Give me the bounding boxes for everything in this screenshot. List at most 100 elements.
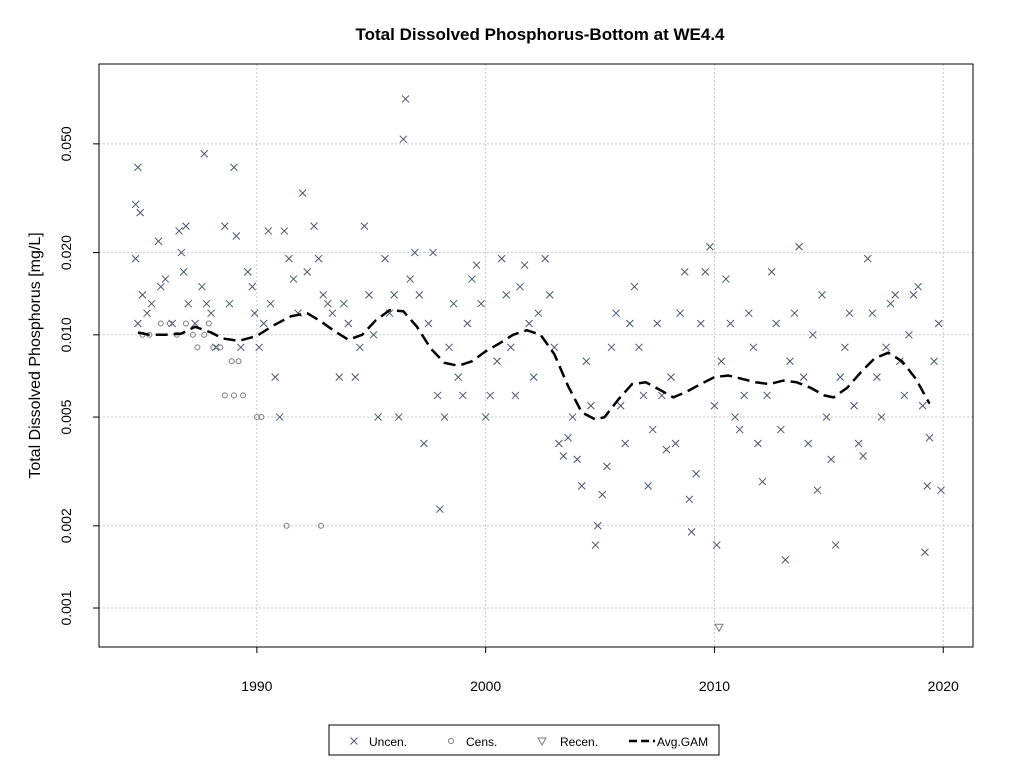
- uncen-point: [175, 227, 183, 235]
- cens-point: [317, 522, 324, 529]
- uncen-point: [776, 425, 785, 434]
- uncen-point: [925, 433, 934, 442]
- uncen-point: [177, 248, 186, 257]
- uncen-point: [399, 135, 408, 144]
- uncen-point: [138, 291, 147, 299]
- uncen-point: [202, 299, 211, 308]
- uncen-point: [854, 439, 863, 448]
- uncen-point: [255, 343, 264, 352]
- cens-point: [182, 320, 189, 327]
- uncen-point: [644, 482, 652, 490]
- uncen-point: [905, 330, 913, 339]
- uncen-point: [914, 282, 922, 291]
- uncen-point: [692, 469, 701, 478]
- legend-label: Recen.: [560, 735, 598, 749]
- uncen-point: [541, 254, 550, 263]
- uncen-point: [365, 291, 373, 299]
- uncen-point: [754, 439, 762, 448]
- x-tick-label: 2010: [699, 678, 730, 694]
- uncen-point: [735, 425, 744, 434]
- uncen-point: [406, 275, 415, 283]
- y-axis-label: Total Dissolved Phosphorus [mg/L]: [27, 232, 44, 478]
- uncen-point: [424, 319, 433, 328]
- uncen-point: [429, 248, 437, 257]
- uncen-point: [458, 391, 467, 400]
- uncen-point: [841, 343, 849, 352]
- cens-point: [235, 358, 242, 365]
- uncen-point: [143, 309, 151, 318]
- uncen-point: [207, 309, 215, 318]
- uncen-point: [859, 452, 868, 460]
- data-points: [131, 95, 945, 633]
- uncen-point: [555, 439, 563, 448]
- uncen-point: [934, 319, 943, 328]
- uncen-point: [676, 309, 684, 318]
- uncen-point: [818, 291, 826, 299]
- uncen-point: [339, 299, 348, 308]
- uncen-point: [616, 401, 625, 410]
- uncen-point: [516, 282, 524, 291]
- uncen-point: [921, 548, 929, 557]
- uncen-point: [831, 541, 840, 549]
- uncen-point: [850, 401, 858, 410]
- uncen-point: [612, 309, 620, 318]
- grid-lines: [99, 64, 973, 647]
- uncen-point: [744, 309, 753, 318]
- y-tick-label: 0.050: [58, 126, 74, 161]
- uncen-point: [248, 282, 257, 291]
- uncen-point: [680, 267, 689, 276]
- uncen-point: [685, 495, 694, 504]
- uncen-point: [184, 299, 193, 308]
- uncen-point: [845, 309, 854, 318]
- x-tick-label: 2000: [470, 678, 501, 694]
- uncen-point: [335, 373, 344, 381]
- uncen-point: [198, 282, 206, 291]
- uncen-point: [621, 439, 630, 448]
- legend-label: Uncen.: [369, 735, 407, 749]
- y-tick-label: 0.020: [58, 235, 74, 270]
- uncen-point: [648, 425, 657, 434]
- uncen-point: [497, 254, 506, 263]
- uncen-point: [477, 299, 485, 308]
- uncen-point: [154, 237, 163, 246]
- uncen-point: [795, 242, 803, 251]
- x-tick-label: 1990: [241, 678, 272, 694]
- uncen-point: [420, 439, 428, 448]
- uncen-point: [909, 291, 918, 299]
- uncen-point: [559, 452, 568, 460]
- uncen-point: [493, 357, 501, 366]
- uncen-point: [232, 232, 241, 240]
- uncen-point: [712, 541, 721, 549]
- uncen-point: [882, 343, 890, 352]
- uncen-point: [827, 455, 836, 464]
- uncen-point: [468, 275, 476, 283]
- uncen-point: [568, 413, 577, 421]
- uncen-point: [259, 319, 268, 328]
- cens-point: [240, 392, 247, 399]
- uncen-point: [667, 373, 675, 381]
- uncen-point: [511, 391, 520, 400]
- uncen-point: [868, 309, 877, 318]
- uncen-point: [577, 482, 586, 490]
- uncen-point: [289, 275, 298, 283]
- uncen-point: [603, 462, 611, 471]
- uncen-point: [134, 163, 142, 172]
- uncen-point: [369, 330, 378, 339]
- y-tick-label: 0.002: [58, 508, 74, 543]
- uncen-point: [534, 309, 543, 318]
- uncen-point: [303, 267, 312, 276]
- uncen-point: [445, 343, 453, 352]
- uncen-point: [243, 267, 252, 276]
- uncen-point: [156, 282, 165, 291]
- uncen-point: [280, 227, 289, 235]
- uncen-point: [740, 391, 749, 400]
- uncen-point: [454, 373, 463, 381]
- uncen-point: [506, 343, 515, 352]
- uncen-point: [486, 391, 495, 400]
- uncen-point: [250, 309, 259, 318]
- uncen-point: [625, 319, 634, 328]
- uncen-point: [900, 391, 909, 400]
- uncen-point: [520, 261, 529, 269]
- uncen-point: [351, 373, 360, 381]
- uncen-point: [635, 343, 643, 352]
